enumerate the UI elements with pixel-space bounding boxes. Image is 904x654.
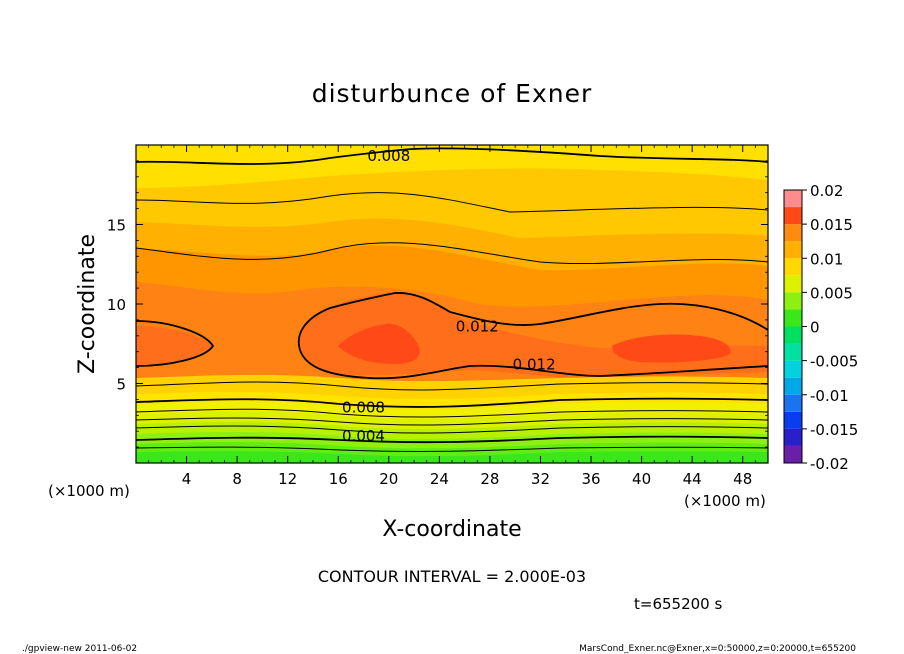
contour-line-0.012-left	[136, 320, 215, 367]
colorbar-tick-label: 0.02	[810, 182, 843, 200]
x-tick-label: 44	[683, 470, 702, 488]
contour-field	[136, 145, 768, 463]
colorbar-level	[784, 241, 802, 259]
colorbar-level	[784, 258, 802, 276]
colorbar-level	[784, 445, 802, 463]
x-tick-label: 20	[379, 470, 398, 488]
colorbar-level	[784, 428, 802, 446]
contour-line-0.012-main	[297, 292, 768, 380]
colorbar-tick-label: -0.02	[810, 455, 849, 473]
footer-right: MarsCond_Exner.nc@Exner,x=0:50000,z=0:20…	[579, 644, 856, 654]
colorbar-level	[784, 394, 802, 412]
contour-line-0.004	[136, 435, 768, 444]
x-axis-label: X-coordinate	[382, 517, 521, 542]
colorbar-tick-label: 0	[810, 319, 820, 337]
y-axis: 5 10 15	[107, 160, 768, 448]
colorbar-level	[784, 360, 802, 378]
x-tick-label: 16	[329, 470, 348, 488]
core-left	[136, 326, 212, 366]
colorbar-tick-label: 0.01	[810, 250, 843, 268]
x-tick-label: 32	[531, 470, 550, 488]
colorbar-tick-labels: 0.02 0.015 0.01 0.005 0 -0.005 -0.01 -0.015 -0.0…	[802, 182, 858, 473]
x-tick-label: 40	[632, 470, 651, 488]
colorbar-level	[784, 326, 802, 344]
y-tick-label: 15	[107, 217, 126, 235]
contour-label: 0.012	[456, 317, 499, 335]
colorbar-level	[784, 343, 802, 361]
contour-label: 0.008	[367, 147, 410, 165]
contour-line-0.010-top	[136, 192, 768, 213]
contour-line-0.009	[136, 381, 768, 391]
contour-lines	[136, 147, 768, 452]
x-tick-label: 36	[581, 470, 600, 488]
x-tick-label: 28	[480, 470, 499, 488]
colorbar-tick-label: -0.01	[810, 387, 849, 405]
colorbar	[783, 189, 803, 464]
contour-line-0.008-top	[136, 147, 768, 165]
colorbar-level	[784, 207, 802, 225]
colorbar-level	[784, 377, 802, 395]
x-unit-left: (×1000 m)	[48, 482, 130, 500]
core-middle-inner	[338, 323, 420, 364]
y-tick-label: 5	[116, 376, 126, 394]
chart-title: disturbunce of Exner	[312, 79, 593, 108]
contour-line-0.008	[136, 397, 768, 408]
contour-interval-text: CONTOUR INTERVAL = 2.000E-03	[318, 567, 586, 586]
contour-line-0.005	[136, 425, 768, 434]
band-0.002	[136, 451, 768, 463]
y-axis-label: Z-coordinate	[75, 234, 100, 374]
x-axis: 4 8 12 16 20 24 28 32 36 40 44 48	[148, 145, 756, 488]
colorbar-level	[784, 224, 802, 242]
contour-label: 0.012	[513, 355, 556, 373]
footer-left: ./gpview-new 2011-06-02	[22, 644, 137, 654]
colorbar-level	[784, 309, 802, 327]
x-tick-label: 48	[733, 470, 752, 488]
x-tick-label: 4	[182, 470, 192, 488]
contour-line-0.006	[136, 417, 768, 426]
contour-line-0.007	[136, 408, 768, 418]
time-text: t=655200 s	[634, 595, 722, 613]
contour-line-0.003	[136, 446, 768, 452]
colorbar-level	[784, 292, 802, 310]
contour-label: 0.004	[342, 427, 385, 445]
contour-label: 0.008	[342, 398, 385, 416]
colorbar-level	[784, 190, 802, 208]
colorbar-level	[784, 411, 802, 429]
y-tick-label: 10	[107, 296, 126, 314]
colorbar-level	[784, 275, 802, 293]
x-tick-label: 8	[232, 470, 242, 488]
x-tick-label: 24	[430, 470, 449, 488]
contour-line-0.011	[136, 242, 768, 265]
colorbar-tick-label: 0.005	[810, 284, 853, 302]
colorbar-tick-label: 0.015	[810, 216, 853, 234]
colorbar-tick-label: -0.005	[810, 353, 858, 371]
core-right-inner	[612, 334, 731, 363]
contour-labels: 0.008 0.012 0.012 0.008 0.004	[342, 147, 556, 445]
colorbar-tick-label: -0.015	[810, 421, 858, 439]
x-unit-right: (×1000 m)	[684, 492, 766, 510]
x-tick-label: 12	[278, 470, 297, 488]
